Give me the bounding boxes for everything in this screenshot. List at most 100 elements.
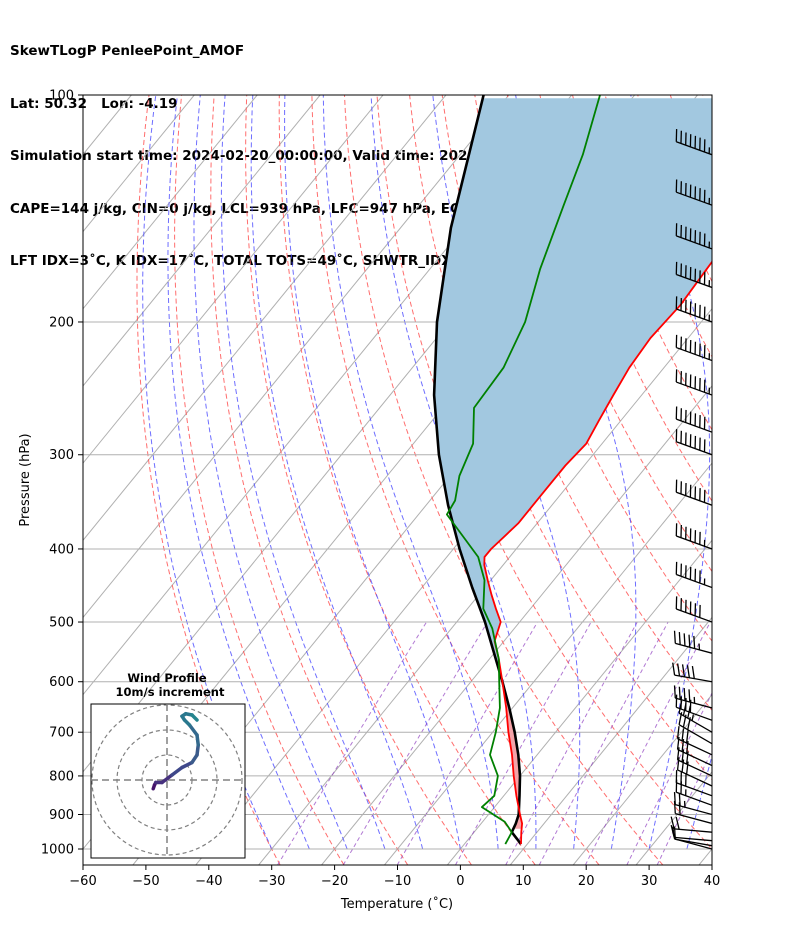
barb-staff xyxy=(676,191,712,206)
barb-flag xyxy=(677,663,681,677)
barb-staff xyxy=(677,769,712,787)
dry-adiabat xyxy=(441,95,712,712)
wind-barb xyxy=(675,479,712,506)
barb-staff xyxy=(678,724,712,745)
barb-flag xyxy=(688,689,691,703)
mixing-ratio-line xyxy=(455,621,592,865)
dry-adiabat xyxy=(702,95,712,121)
dry-adiabat xyxy=(245,95,472,865)
barb-flag xyxy=(685,730,689,744)
mixing-ratio-line xyxy=(277,621,428,865)
hodograph-segment xyxy=(180,760,194,770)
barb-flag xyxy=(672,662,676,676)
moist-adiabat xyxy=(322,95,499,850)
wind-barb xyxy=(675,596,712,623)
x-tick-label: −30 xyxy=(258,874,285,889)
isotherm-line xyxy=(83,95,447,542)
barb-flag xyxy=(670,824,675,838)
barb-flag xyxy=(686,665,690,678)
barb-staff xyxy=(676,491,712,506)
wind-barb xyxy=(673,791,712,816)
y-axis-label: Pressure (hPa) xyxy=(18,433,33,526)
barb-staff xyxy=(675,813,712,825)
isotherm-line xyxy=(698,848,712,865)
barb-flag xyxy=(673,630,676,644)
x-tick-label: 40 xyxy=(704,874,721,889)
x-tick-label: 20 xyxy=(578,874,595,889)
moist-adiabat xyxy=(167,95,310,850)
barb-staff xyxy=(676,418,712,433)
barb-flag xyxy=(673,791,676,805)
wind-barb xyxy=(673,685,712,709)
barb-staff xyxy=(674,836,712,842)
barb-staff xyxy=(676,706,712,721)
wind-barb xyxy=(676,757,712,787)
dry-adiabat xyxy=(136,95,281,865)
barb-flag xyxy=(681,728,685,741)
y-tick-label: 300 xyxy=(49,448,74,463)
moist-adiabat xyxy=(250,95,424,850)
wind-barb xyxy=(675,406,712,433)
moist-adiabat xyxy=(220,95,386,850)
dry-adiabat xyxy=(278,95,536,865)
wind-barb xyxy=(675,296,712,323)
dewpoint-line xyxy=(445,95,601,845)
x-axis-label: Temperature (˚C) xyxy=(340,896,453,912)
isotherm-line xyxy=(0,95,6,865)
wind-barb xyxy=(673,630,712,654)
shaded-region-upper xyxy=(434,98,712,661)
barb-staff xyxy=(674,838,712,847)
dry-adiabat xyxy=(311,95,600,865)
barb-flag xyxy=(678,632,681,645)
isotherm-line xyxy=(83,95,384,464)
wind-barb xyxy=(675,261,712,289)
x-tick-label: −10 xyxy=(384,874,411,889)
mixing-ratio-line xyxy=(342,621,488,865)
moist-adiabat xyxy=(630,95,711,850)
y-tick-label: 1000 xyxy=(41,843,74,858)
mixing-ratio-line xyxy=(396,621,538,865)
moist-adiabat xyxy=(193,95,348,850)
wind-barb xyxy=(675,369,712,396)
mixing-ratio-line xyxy=(505,621,638,865)
inset-title-line1: Wind Profile xyxy=(127,671,207,685)
hodograph-segment xyxy=(170,765,184,777)
moist-adiabat xyxy=(142,95,273,850)
wind-barb xyxy=(676,726,712,756)
isotherm-line xyxy=(0,95,69,865)
wind-barb xyxy=(678,712,712,745)
barb-staff xyxy=(677,738,712,756)
isotherm-line xyxy=(258,307,712,865)
x-tick-label: 10 xyxy=(515,874,532,889)
barb-flag xyxy=(678,686,681,700)
chart-title: SkewTLogP PenleePoint_AMOF xyxy=(10,43,245,59)
x-tick-label: −20 xyxy=(321,874,348,889)
wind-barb xyxy=(675,429,712,456)
wind-barb xyxy=(675,561,712,589)
mixing-ratio-line xyxy=(538,621,669,865)
barb-flag xyxy=(693,635,696,649)
wind-barb xyxy=(670,816,712,833)
hodograph-segment xyxy=(160,773,174,785)
barb-staff xyxy=(676,273,712,289)
wind-barb xyxy=(675,523,712,550)
hodograph-segment xyxy=(190,713,199,722)
barb-staff xyxy=(676,573,712,589)
x-tick-label: −50 xyxy=(132,874,159,889)
barb-staff xyxy=(674,828,712,833)
barb-staff xyxy=(676,782,712,797)
location-line: Lat: 50.32 Lon: -4.19 xyxy=(10,95,178,112)
barb-flag xyxy=(678,793,681,806)
barb-staff xyxy=(675,642,712,654)
barb-flag xyxy=(681,759,685,773)
barb-flag xyxy=(676,726,680,739)
wind-barb xyxy=(672,662,712,683)
x-tick-label: −60 xyxy=(69,874,96,889)
y-tick-label: 100 xyxy=(49,89,74,104)
dry-adiabat xyxy=(506,95,712,573)
hodograph-segment xyxy=(187,723,199,737)
inset-title-line2: 10m/s increment xyxy=(116,685,225,699)
barb-flag xyxy=(685,761,689,775)
wind-barb xyxy=(675,770,712,797)
